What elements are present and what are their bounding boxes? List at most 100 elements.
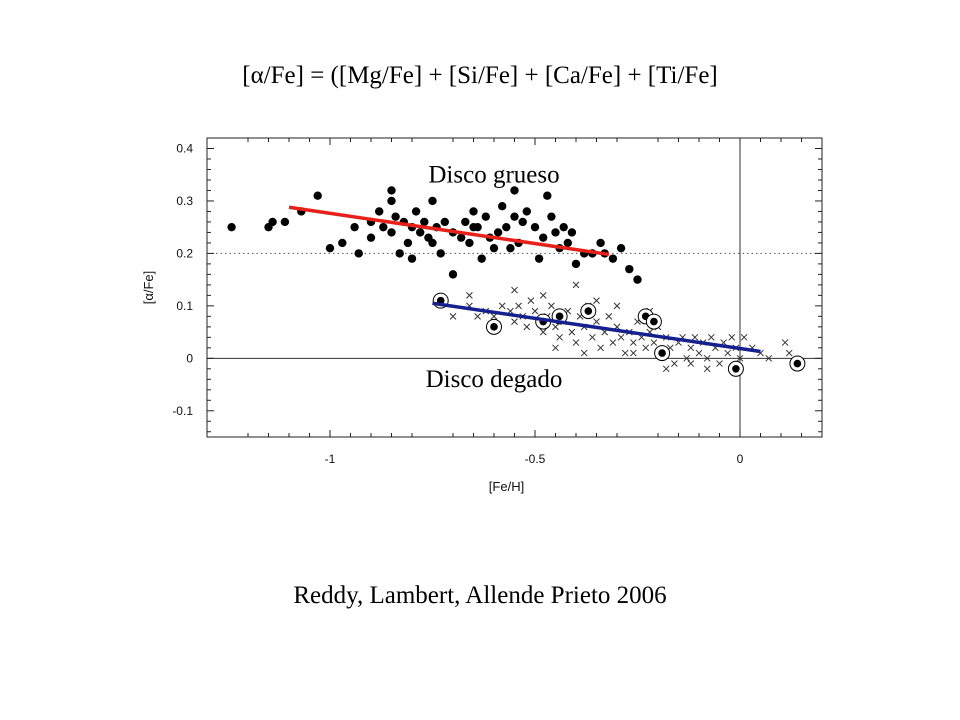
thin-disk-point [703, 354, 711, 362]
thick-disk-point [387, 186, 396, 195]
thin-disk-point [539, 328, 547, 336]
thin-disk-point [511, 286, 518, 294]
thick-disk-point [350, 222, 359, 232]
thin-disk-point [552, 344, 559, 352]
thin-disk-point [617, 333, 625, 341]
thick-disk-point [366, 233, 376, 242]
thin-disk-point [511, 318, 518, 325]
thin-disk-point [736, 354, 744, 362]
thin-disk-point [613, 302, 621, 310]
slide-title: [α/Fe] = ([Mg/Fe] + [Si/Fe] + [Ca/Fe] + … [242, 62, 718, 89]
thin-disk-point [572, 339, 580, 346]
thin-disk-point [593, 297, 600, 304]
thick-disk-point [633, 275, 642, 284]
thick-disk-point [428, 196, 437, 206]
thick-disk-point [481, 212, 490, 221]
thick-disk-point [469, 222, 478, 232]
region-label: Disco grueso [428, 162, 559, 189]
y-tick-label: 0.1 [176, 299, 193, 313]
thick-disk-fit-line [288, 205, 610, 257]
y-tick-label: 0.2 [176, 246, 193, 260]
region-label: Disco degado [426, 366, 563, 393]
thin-disk-point [703, 365, 711, 373]
thick-disk-point [465, 238, 474, 248]
thin-disk-point [515, 302, 522, 310]
circled-point-core [490, 323, 498, 331]
thin-disk-point [716, 360, 723, 367]
x-tick-label: 0 [737, 452, 744, 466]
data-points [227, 186, 806, 377]
circled-point [789, 355, 806, 372]
thin-disk-point [449, 312, 457, 320]
thin-disk-point [568, 328, 576, 336]
thick-disk-point [227, 222, 236, 232]
thin-disk-point [531, 307, 539, 315]
thin-disk-point [609, 339, 617, 346]
y-tick-label: 0.4 [176, 141, 193, 155]
thin-disk-point [589, 333, 596, 341]
citation: Reddy, Lambert, Allende Prieto 2006 [293, 582, 667, 609]
y-tick-label: 0.3 [176, 194, 193, 208]
circled-point-core [555, 312, 564, 321]
thick-disk-point [448, 270, 458, 279]
thin-disk-point [650, 339, 658, 346]
trend-lines [288, 205, 761, 354]
thin-disk-point [474, 312, 481, 320]
thin-disk-point [572, 281, 580, 289]
thick-disk-point [498, 201, 507, 211]
thin-disk-fit-line [432, 301, 761, 354]
thin-disk-point [785, 349, 793, 357]
thin-disk-point [687, 360, 695, 367]
thin-disk-point [498, 302, 506, 310]
thick-disk-point [563, 238, 572, 248]
thin-disk-point [466, 292, 473, 299]
thin-disk-point [556, 333, 563, 341]
thick-disk-point [567, 228, 577, 237]
thin-disk-point [630, 339, 637, 346]
thick-disk-point [280, 217, 290, 227]
thick-disk-point [440, 217, 449, 227]
thick-disk-point [551, 228, 560, 237]
thick-disk-point [608, 254, 618, 263]
circled-point-core [732, 365, 740, 373]
thick-disk-point [436, 249, 445, 258]
thick-disk-point [428, 238, 437, 248]
y-axis-label: [α/Fe] [141, 271, 156, 305]
thin-disk-point [580, 349, 588, 357]
circled-point-core [650, 317, 658, 326]
thick-disk-point [489, 243, 499, 253]
thin-disk-point [630, 349, 637, 357]
thick-disk-point [387, 196, 396, 206]
thin-disk-point [548, 302, 555, 310]
thick-disk-point [547, 212, 556, 221]
thick-disk-point [506, 243, 515, 253]
circled-point [654, 345, 671, 362]
thin-disk-point [765, 354, 773, 362]
thick-disk-point [518, 217, 527, 227]
y-tick-label: -0.1 [172, 404, 193, 418]
thick-disk-point [457, 233, 466, 242]
circled-point [486, 318, 502, 335]
thick-disk-point [387, 228, 396, 237]
thin-disk-point [724, 349, 732, 357]
thick-disk-point [477, 254, 486, 263]
x-axis-label: [Fe/H] [489, 479, 524, 494]
thick-disk-point [469, 207, 478, 216]
thick-disk-point [625, 264, 634, 274]
thick-disk-point [510, 212, 519, 221]
thick-disk-point [502, 222, 511, 232]
thick-disk-point [461, 217, 470, 227]
thin-disk-point [539, 292, 547, 299]
thin-disk-point [728, 333, 736, 341]
thick-disk-point [395, 249, 404, 258]
thick-disk-point [391, 212, 400, 221]
x-tick-label: -1 [325, 452, 336, 466]
thick-disk-point [313, 191, 322, 200]
thick-disk-point [420, 217, 429, 227]
thick-disk-point [539, 233, 548, 242]
thin-disk-point [662, 365, 670, 373]
thin-disk-point [687, 344, 695, 352]
thick-disk-point [534, 254, 544, 263]
thick-disk-point [375, 207, 384, 216]
